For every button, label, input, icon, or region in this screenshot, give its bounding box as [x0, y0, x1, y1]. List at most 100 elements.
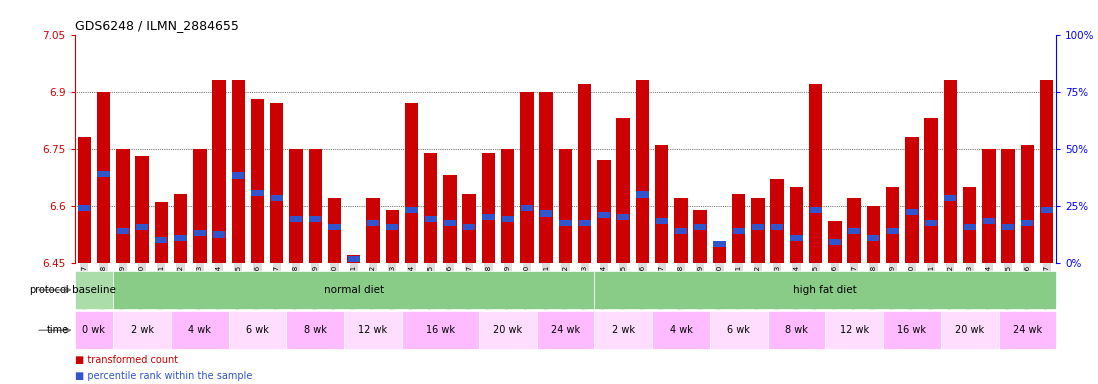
Bar — [848, 198, 861, 263]
Bar — [502, 216, 514, 222]
Bar — [714, 241, 726, 247]
Text: 16 wk: 16 wk — [426, 325, 455, 335]
Bar — [155, 237, 167, 243]
Bar — [444, 220, 456, 226]
Text: 8 wk: 8 wk — [304, 325, 327, 335]
Bar — [270, 103, 283, 263]
Bar — [809, 207, 821, 213]
Bar — [232, 80, 245, 263]
Bar — [828, 221, 842, 263]
Bar — [998, 311, 1056, 349]
Bar — [809, 84, 822, 263]
Bar — [578, 84, 592, 263]
Bar — [944, 195, 956, 201]
Text: 4 wk: 4 wk — [189, 325, 211, 335]
Bar — [883, 311, 941, 349]
Bar — [402, 311, 479, 349]
Text: ■ percentile rank within the sample: ■ percentile rank within the sample — [75, 371, 253, 381]
Bar — [116, 228, 128, 234]
Bar — [173, 195, 188, 263]
Bar — [771, 224, 783, 230]
Text: 2 wk: 2 wk — [131, 325, 154, 335]
Bar — [694, 210, 707, 263]
Bar — [75, 311, 113, 349]
Bar — [116, 149, 130, 263]
Bar — [155, 202, 168, 263]
Bar — [709, 311, 768, 349]
Bar — [732, 228, 744, 234]
Bar — [344, 311, 402, 349]
Bar — [250, 99, 265, 263]
Bar — [983, 149, 996, 263]
Text: high fat diet: high fat diet — [794, 285, 858, 295]
Bar — [539, 92, 553, 263]
Bar — [675, 228, 687, 234]
Text: baseline: baseline — [72, 285, 116, 295]
Bar — [652, 311, 709, 349]
Bar — [328, 198, 341, 263]
Bar — [482, 214, 494, 220]
Bar — [886, 187, 899, 263]
Bar — [594, 311, 652, 349]
Bar — [386, 224, 399, 230]
Bar — [771, 179, 784, 263]
Bar — [98, 170, 110, 177]
Bar — [905, 137, 919, 263]
Bar — [501, 149, 515, 263]
Bar — [463, 224, 475, 230]
Bar — [906, 209, 918, 215]
Bar — [309, 149, 322, 263]
Text: 20 wk: 20 wk — [493, 325, 523, 335]
Bar — [232, 172, 245, 179]
Bar — [171, 311, 228, 349]
Text: 4 wk: 4 wk — [670, 325, 693, 335]
Bar — [791, 235, 803, 241]
Bar — [289, 149, 303, 263]
Bar — [964, 224, 976, 230]
Bar — [713, 244, 726, 263]
Bar — [1040, 80, 1053, 263]
Bar — [866, 206, 881, 263]
Text: 16 wk: 16 wk — [897, 325, 927, 335]
Bar — [636, 80, 649, 263]
Bar — [1001, 149, 1015, 263]
Bar — [348, 256, 360, 262]
Bar — [598, 212, 610, 218]
Bar — [462, 195, 475, 263]
Bar — [113, 271, 594, 309]
Bar — [886, 228, 899, 234]
Bar — [347, 255, 360, 263]
Bar — [617, 214, 629, 220]
Bar — [1021, 145, 1034, 263]
Bar — [479, 311, 537, 349]
Bar — [768, 311, 826, 349]
Bar — [656, 145, 669, 263]
Bar — [405, 207, 417, 213]
Bar — [1021, 220, 1033, 226]
Bar — [287, 311, 344, 349]
Bar — [694, 224, 706, 230]
Bar — [559, 149, 572, 263]
Bar — [943, 80, 957, 263]
Text: 6 wk: 6 wk — [727, 325, 750, 335]
Bar — [941, 311, 998, 349]
Text: 0 wk: 0 wk — [82, 325, 105, 335]
Bar — [213, 232, 225, 238]
Bar — [751, 198, 764, 263]
Bar — [674, 198, 687, 263]
Bar — [925, 118, 938, 263]
Bar — [424, 152, 437, 263]
Text: 20 wk: 20 wk — [955, 325, 984, 335]
Bar — [78, 137, 91, 263]
Bar — [559, 220, 572, 226]
Text: 8 wk: 8 wk — [785, 325, 808, 335]
Bar — [983, 218, 995, 224]
Bar — [212, 80, 226, 263]
Bar — [228, 311, 287, 349]
Text: protocol: protocol — [30, 285, 69, 295]
Text: 2 wk: 2 wk — [612, 325, 635, 335]
Bar — [290, 216, 302, 222]
Bar — [78, 205, 90, 211]
Bar — [579, 220, 591, 226]
Bar — [540, 210, 552, 217]
